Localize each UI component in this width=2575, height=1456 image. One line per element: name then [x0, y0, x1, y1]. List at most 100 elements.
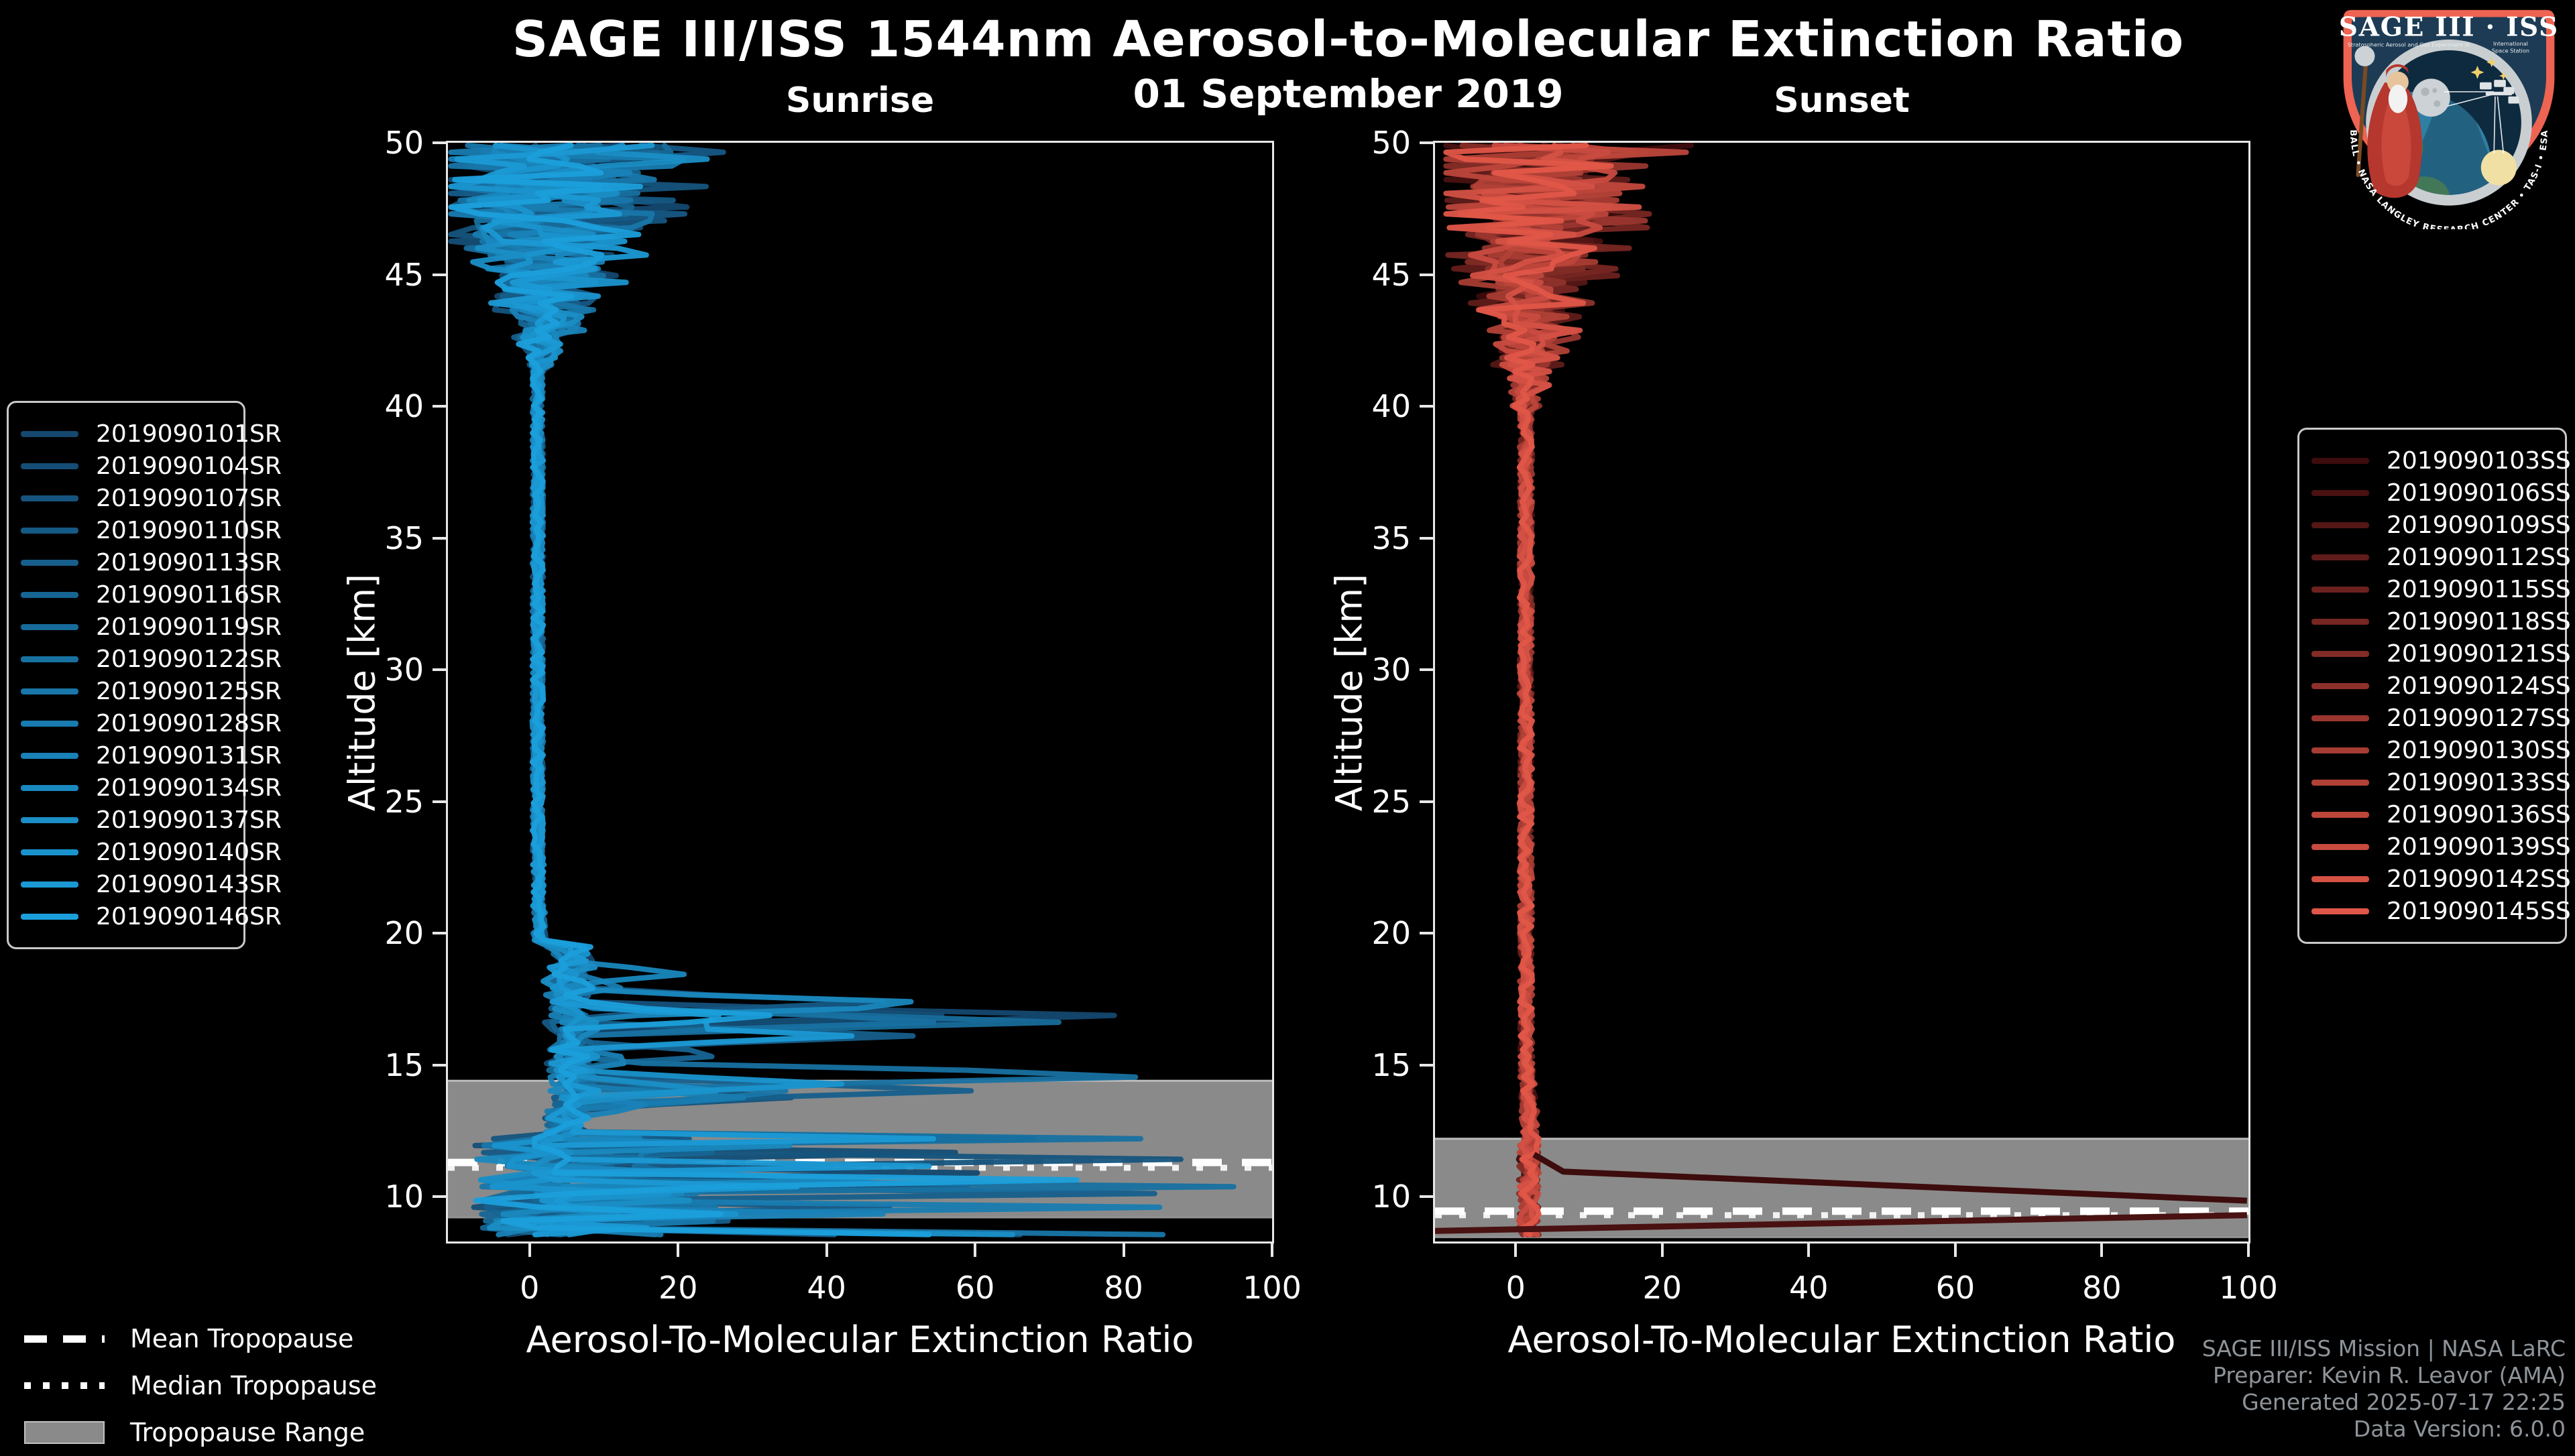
- sunset-legend-label: 2019090112SS: [2387, 543, 2571, 571]
- sunset-legend-line-swatch: [2311, 522, 2369, 528]
- sunset-legend-item: 2019090136SS: [2311, 798, 2571, 831]
- sunrise-ytick-label-40: 40: [384, 388, 424, 425]
- sunrise-ytick-mark-15: [433, 1063, 446, 1067]
- sunrise-legend-line-swatch: [21, 623, 78, 630]
- sunset-legend-label: 2019090103SS: [2387, 446, 2571, 475]
- sunrise-legend-label: 2019090146SR: [96, 902, 282, 930]
- sunset-legend-line-swatch: [2311, 779, 2369, 786]
- sunrise-legend-label: 2019090119SR: [96, 613, 282, 641]
- sunrise-legend-line-swatch: [21, 720, 78, 727]
- sunrise-legend-label: 2019090101SR: [96, 420, 282, 448]
- sunset-legend-line-swatch: [2311, 908, 2369, 914]
- sunrise-ytick-mark-10: [433, 1195, 446, 1199]
- sunrise-ytick-label-35: 35: [384, 520, 424, 556]
- sunrise-legend-item: 2019090128SR: [21, 707, 282, 739]
- sunrise-ytick-mark-40: [433, 405, 446, 408]
- sunset-legend-line-swatch: [2311, 747, 2369, 753]
- sunset-legend-label: 2019090130SS: [2387, 736, 2571, 764]
- sunrise-xtick-label-100: 100: [1243, 1270, 1302, 1306]
- sunset-xtick-label-60: 60: [1935, 1270, 1976, 1306]
- sunrise-legend-label: 2019090122SR: [96, 645, 282, 673]
- sunset-xtick-mark-80: [2100, 1243, 2104, 1257]
- sunset-legend-item: 2019090106SS: [2311, 477, 2571, 509]
- sunset-ytick-mark-45: [1420, 273, 1433, 276]
- sunrise-ytick-label-15: 15: [384, 1046, 424, 1083]
- sunset-xtick-mark-20: [1660, 1243, 1664, 1257]
- figure-subtitle: 01 September 2019: [1133, 71, 1564, 117]
- sunset-xtick-label-100: 100: [2219, 1270, 2278, 1306]
- sunset-legend-label: 2019090115SS: [2387, 575, 2571, 603]
- tropopause-legend-item: Median Tropopause: [24, 1362, 377, 1409]
- sunrise-ytick-label-30: 30: [384, 652, 424, 688]
- sunrise-legend-line-swatch: [21, 591, 78, 598]
- sunrise-legend-label: 2019090137SR: [96, 806, 282, 834]
- sunset-ytick-label-30: 30: [1371, 652, 1411, 688]
- sunset-ytick-label-45: 45: [1371, 256, 1411, 293]
- attribution-data-version: Data Version: 6.0.0: [2353, 1416, 2566, 1442]
- sunrise-xtick-mark-80: [1122, 1243, 1125, 1257]
- sunset-legend-line-swatch: [2311, 457, 2369, 464]
- sunset-ytick-label-20: 20: [1371, 915, 1411, 952]
- tropopause-legend-label: Tropopause Range: [130, 1418, 365, 1447]
- sunset-ytick-mark-15: [1420, 1063, 1433, 1067]
- sunset-legend-label: 2019090106SS: [2387, 479, 2571, 507]
- sunset-legend-item: 2019090103SS: [2311, 444, 2571, 477]
- sunrise-series-legend: 2019090101SR 2019090104SR 2019090107SR 2019…: [7, 401, 282, 949]
- sunset-legend-line-swatch: [2311, 618, 2369, 625]
- panel-title-sunrise: Sunrise: [785, 80, 935, 121]
- sage3-iss-mission-logo: SAGE III · ISS Stratospheric Aerosol and…: [2330, 4, 2568, 235]
- sunset-legend-item: 2019090127SS: [2311, 702, 2571, 734]
- sunrise-profile-2019090146SR: [449, 143, 1080, 1237]
- sunrise-legend-line-swatch: [21, 463, 78, 469]
- sunset-legend-item: 2019090112SS: [2311, 541, 2571, 573]
- sunset-legend-label: 2019090145SS: [2387, 897, 2571, 925]
- sunrise-xaxis-label: Aerosol-To-Molecular Extinction Ratio: [526, 1319, 1194, 1361]
- sunrise-legend-item: 2019090134SR: [21, 772, 282, 804]
- sunset-ytick-mark-30: [1420, 668, 1433, 672]
- sunset-ytick-mark-40: [1420, 405, 1433, 408]
- sunset-legend-item: 2019090139SS: [2311, 831, 2571, 863]
- sunset-xtick-label-0: 0: [1505, 1270, 1526, 1306]
- sunset-profiles-chart: [1435, 143, 2248, 1239]
- sunrise-legend-line-swatch: [21, 913, 78, 920]
- attribution-generated: Generated 2025-07-17 22:25: [2242, 1389, 2566, 1415]
- mission-patch-graphic: SAGE III · ISS Stratospheric Aerosol and…: [2339, 9, 2559, 235]
- sunset-legend-line-swatch: [2311, 682, 2369, 689]
- sunset-legend-item: 2019090133SS: [2311, 766, 2571, 798]
- sunrise-legend-label: 2019090104SR: [96, 452, 282, 480]
- sunrise-ytick-mark-45: [433, 273, 446, 276]
- sunrise-xtick-label-40: 40: [807, 1270, 846, 1306]
- sunrise-profile-lines: [448, 143, 1237, 1237]
- sunrise-legend-item: 2019090143SR: [21, 868, 282, 900]
- sunset-plot-area: Aerosol-To-Molecular Extinction Ratio Al…: [1328, 125, 2278, 1361]
- sunrise-profile-2019090143SR: [454, 143, 937, 1237]
- sunrise-legend-line-swatch: [21, 881, 78, 888]
- sunset-profile-2019090145SS: [1443, 143, 1614, 1237]
- sunrise-legend-label: 2019090143SR: [96, 870, 282, 898]
- sunrise-xtick-label-0: 0: [520, 1270, 540, 1306]
- sunrise-legend-line-swatch: [21, 752, 78, 759]
- sunset-xtick-label-20: 20: [1642, 1270, 1682, 1306]
- sunset-xtick-mark-0: [1514, 1243, 1518, 1257]
- logo-subtitle-right2: Space Station: [2492, 48, 2529, 54]
- tropopause-legend-label: Mean Tropopause: [130, 1324, 354, 1353]
- sunrise-ytick-mark-30: [433, 668, 446, 672]
- sunrise-ytick-label-45: 45: [384, 256, 424, 293]
- sunset-legend-line-swatch: [2311, 715, 2369, 721]
- sunrise-legend-label: 2019090134SR: [96, 774, 282, 802]
- attribution-preparer: Preparer: Kevin R. Leavor (AMA): [2213, 1362, 2566, 1388]
- sunset-xtick-label-40: 40: [1789, 1270, 1829, 1306]
- sunset-legend-label: 2019090127SS: [2387, 704, 2571, 732]
- tropopause-legend-item: Mean Tropopause: [24, 1315, 377, 1362]
- sunrise-legend-item: 2019090140SR: [21, 836, 282, 868]
- logo-title-text: SAGE III · ISS: [2339, 12, 2559, 43]
- sunrise-plot-area: Aerosol-To-Molecular Extinction Ratio Al…: [341, 125, 1302, 1361]
- sunrise-ytick-mark-25: [433, 800, 446, 803]
- tropopause-dashed-swatch: [24, 1335, 105, 1343]
- sunrise-legend-label: 2019090128SR: [96, 709, 282, 737]
- attribution-mission: SAGE III/ISS Mission | NASA LaRC: [2201, 1335, 2566, 1361]
- tropopause-legend: Mean Tropopause Median Tropopause Tropopau…: [24, 1315, 377, 1456]
- sunset-series-legend: 2019090103SS 2019090106SS 2019090109SS 2019…: [2297, 428, 2571, 944]
- sunset-legend-item: 2019090124SS: [2311, 670, 2571, 702]
- sunrise-legend-item: 2019090116SR: [21, 579, 282, 611]
